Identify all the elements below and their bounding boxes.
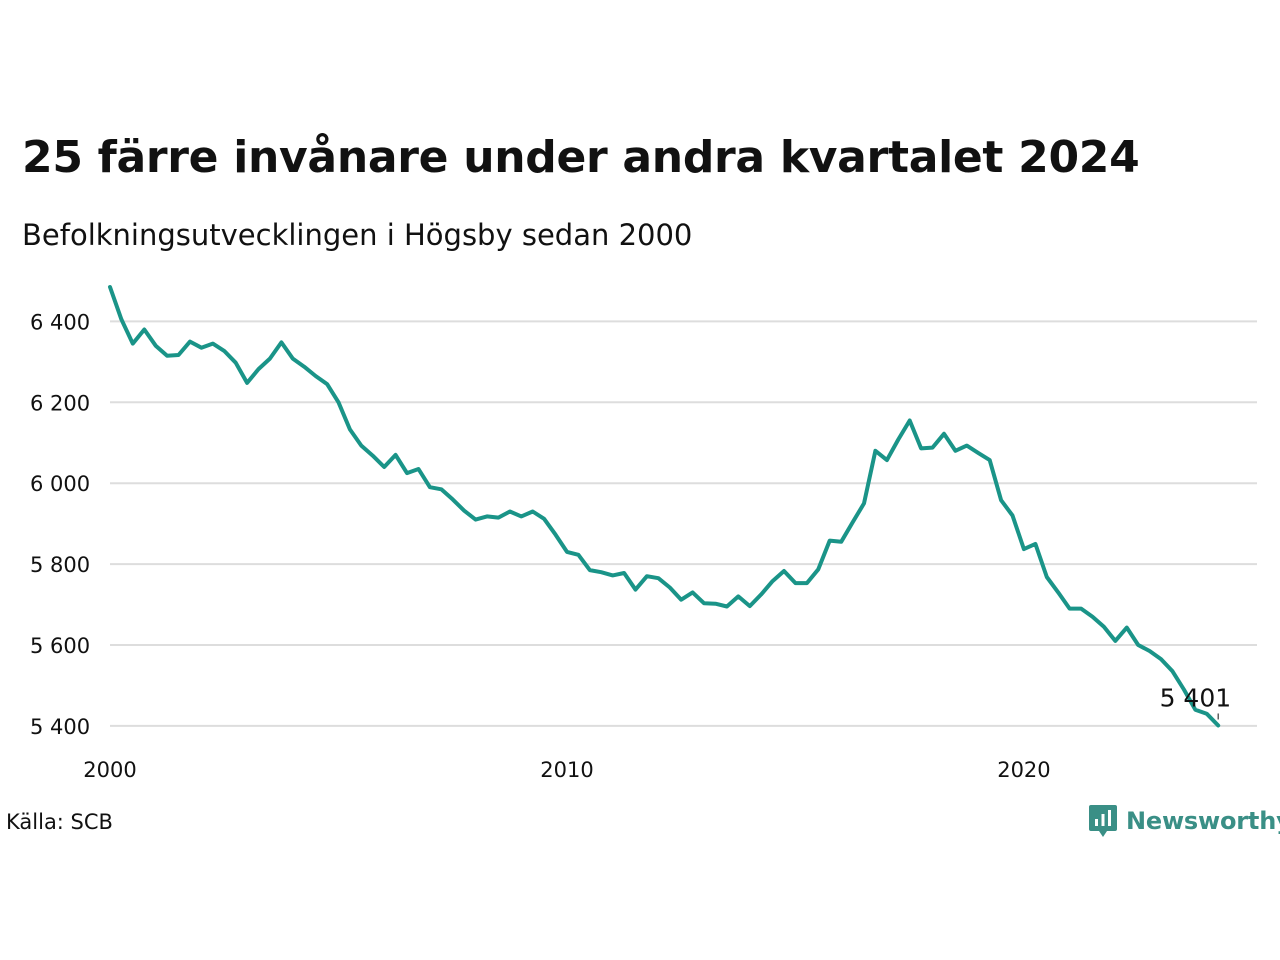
brand-name: Newsworthy [1126,807,1280,835]
newsworthy-logo: Newsworthy [1088,803,1280,839]
y-tick-label: 6 000 [30,472,90,496]
x-tick-label: 2000 [83,758,136,782]
y-tick-label: 6 400 [30,310,90,334]
annotations: 5 401 [1160,683,1232,720]
y-tick-label: 5 800 [30,553,90,577]
last-value-label: 5 401 [1160,683,1232,712]
series-line [108,285,1221,728]
y-axis: 5 400 5 600 5 800 6 000 6 200 6 400 [30,310,90,738]
y-tick-label: 6 200 [30,391,90,415]
x-tick-label: 2010 [540,758,593,782]
chart-subtitle: Befolkningsutvecklingen i Högsby sedan 2… [22,218,693,252]
newsworthy-logo-icon [1089,805,1117,837]
x-tick-label: 2020 [997,758,1050,782]
source-label: Källa: SCB [6,810,113,834]
y-tick-label: 5 600 [30,634,90,658]
gridlines [110,320,1257,727]
chart-title: 25 färre invånare under andra kvartalet … [22,132,1140,183]
series-layer [108,285,1221,728]
y-tick-label: 5 400 [30,715,90,739]
x-axis: 2000 2010 2020 [83,758,1050,782]
